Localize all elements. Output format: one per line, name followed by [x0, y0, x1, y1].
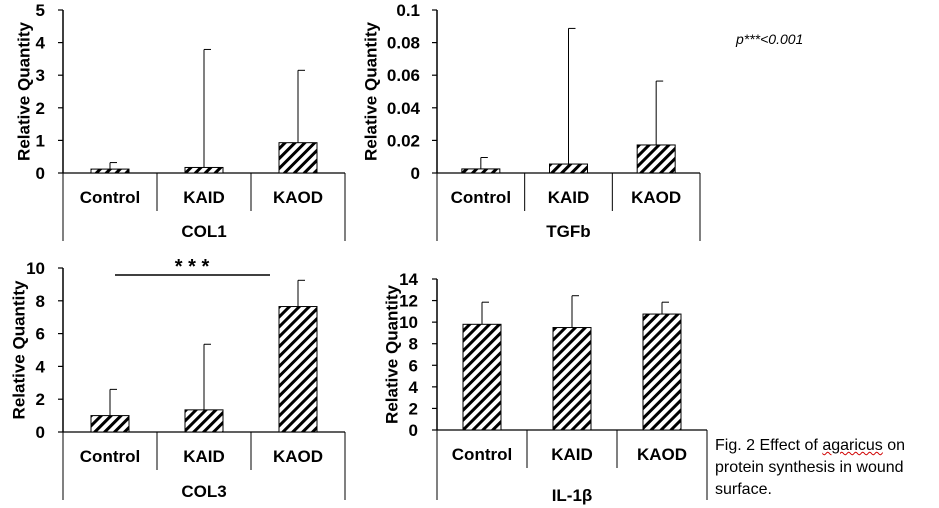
y-tick-label: 6 — [36, 325, 45, 344]
significance-stars: * * * — [175, 256, 210, 278]
y-tick-label: 0.1 — [396, 1, 420, 20]
y-tick-label: 2 — [409, 399, 418, 418]
y-tick-label: 0 — [409, 421, 418, 440]
category-label-kaid: KAID — [548, 188, 590, 207]
category-label-kaod: KAOD — [273, 188, 323, 207]
caption-text-end: on protein synthesis in wound surface. — [715, 437, 906, 498]
bar-control — [90, 415, 130, 433]
category-label-control: Control — [452, 445, 512, 464]
y-axis-title: Relative Quantity — [361, 22, 380, 161]
y-tick-label: 6 — [409, 356, 418, 375]
caption-text-start: Fig. 2 Effect of — [715, 437, 823, 454]
bar-kaod — [636, 144, 676, 174]
y-tick-label: 0.02 — [387, 131, 420, 150]
y-tick-label: 0 — [36, 423, 45, 442]
y-tick-label: 1 — [36, 131, 45, 150]
y-tick-label: 4 — [36, 34, 46, 53]
figure-caption: Fig. 2 Effect of agaricus on protein syn… — [715, 435, 937, 501]
caption-species-word: agaricus — [822, 437, 883, 454]
chart-panel-col3: 0 2 4 6 8 10 Relative Quantity Control KAID KAOD C… — [9, 256, 346, 501]
bar-kaod — [278, 306, 318, 433]
y-tick-label: 2 — [36, 99, 45, 118]
y-tick-label: 8 — [409, 335, 418, 354]
category-label-kaod: KAOD — [273, 447, 323, 466]
y-tick-label: 0 — [411, 164, 420, 183]
bar-kaid — [552, 327, 592, 431]
y-tick-label: 3 — [36, 66, 45, 85]
bar-kaid — [549, 163, 588, 174]
panel-title: COL3 — [181, 482, 226, 501]
y-axis-title: Relative Quantity — [382, 285, 401, 424]
y-axis-title: Relative Quantity — [9, 280, 28, 419]
y-axis-title: Relative Quantity — [14, 22, 33, 161]
y-tick-label: 4 — [409, 378, 419, 397]
y-tick-label: 0.08 — [387, 34, 420, 53]
category-label-control: Control — [80, 188, 140, 207]
y-tick-label: 8 — [36, 292, 45, 311]
category-label-kaid: KAID — [551, 445, 593, 464]
y-tick-label: 14 — [399, 270, 418, 289]
bar-control — [462, 323, 502, 431]
category-label-kaod: KAOD — [631, 188, 681, 207]
category-label-kaid: KAID — [183, 188, 225, 207]
bar-kaid — [184, 409, 224, 433]
chart-panel-tgfb: 0 0.02 0.04 0.06 0.08 0.1 Relative Quantity Con… — [361, 1, 701, 241]
panel-title: IL-1β — [552, 486, 593, 505]
y-tick-label: 0 — [36, 164, 45, 183]
y-tick-label: 10 — [26, 259, 45, 278]
y-tick-label: 0.04 — [387, 99, 421, 118]
bar-kaid — [184, 166, 224, 174]
bar-control — [90, 168, 130, 174]
y-tick-label: 12 — [399, 292, 418, 311]
category-label-control: Control — [80, 447, 140, 466]
y-tick-label: 0.06 — [387, 66, 420, 85]
y-tick-label: 2 — [36, 390, 45, 409]
bar-kaod — [278, 142, 318, 174]
y-tick-label: 10 — [399, 313, 418, 332]
significance-note: p***<0.001 — [736, 31, 804, 47]
category-label-kaid: KAID — [183, 447, 225, 466]
y-tick-label: 4 — [36, 357, 46, 376]
bar-kaod — [642, 313, 682, 431]
bar-control — [461, 168, 501, 174]
panel-title: COL1 — [181, 222, 226, 241]
y-tick-label: 5 — [36, 1, 45, 20]
category-label-kaod: KAOD — [637, 445, 687, 464]
category-label-control: Control — [451, 188, 511, 207]
panel-title: TGFb — [546, 222, 590, 241]
